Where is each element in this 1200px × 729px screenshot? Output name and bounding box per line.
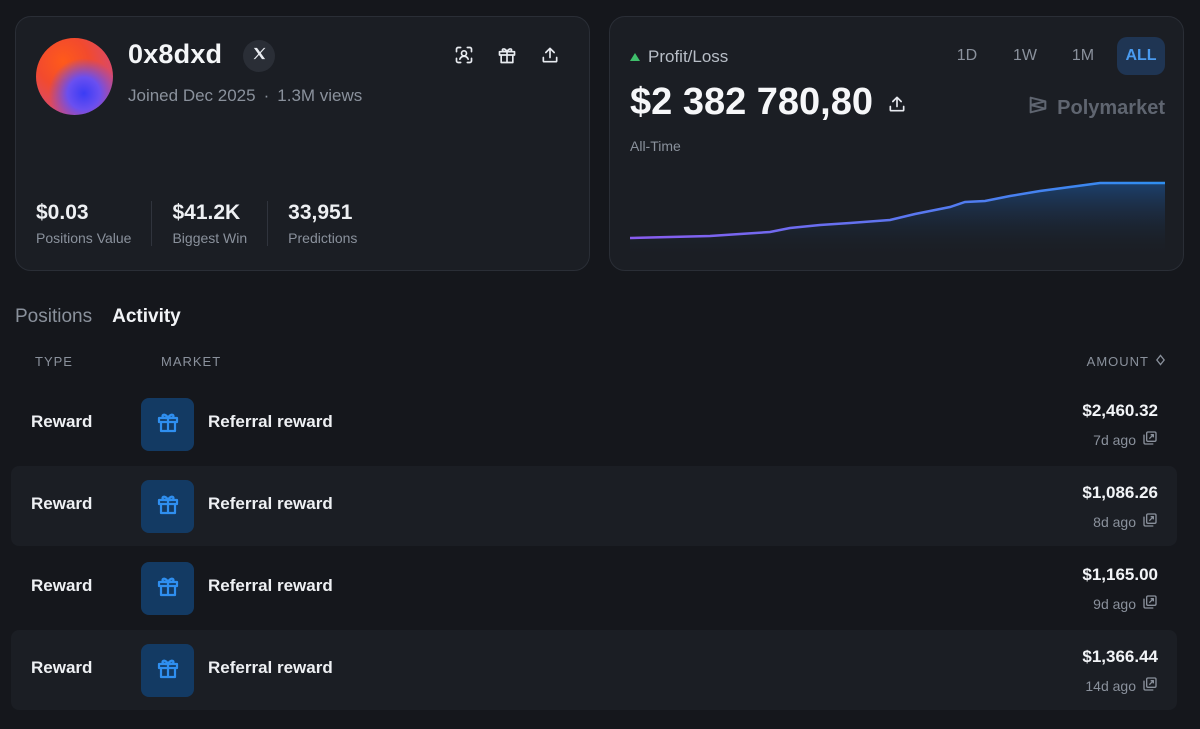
range-1m[interactable]: 1M [1071, 47, 1095, 64]
range-all[interactable]: ALL [1117, 37, 1165, 75]
row-time: 8d ago [1093, 512, 1158, 531]
pnl-title: Profit/Loss [630, 47, 728, 67]
x-logo-icon [252, 46, 267, 66]
market-thumbnail [141, 398, 194, 451]
stat-biggest-win: $41.2K Biggest Win [172, 201, 269, 246]
pnl-chart [630, 181, 1165, 259]
row-market[interactable]: Referral reward [208, 412, 333, 431]
table-row[interactable]: Reward Referral reward $1,086.26 8d ago [11, 466, 1177, 546]
avatar [36, 38, 113, 115]
row-type: Reward [31, 576, 93, 595]
range-selector: 1D 1W 1M ALL [943, 37, 1165, 75]
table-header: TYPE MARKET AMOUNT [11, 354, 1177, 374]
stat-positions-value: $0.03 Positions Value [36, 201, 153, 246]
row-amount: $1,086.26 [1082, 483, 1158, 502]
gift-icon [497, 45, 517, 70]
share-button[interactable] [538, 45, 562, 69]
pnl-title-label: Profit/Loss [648, 47, 729, 66]
share-icon [887, 81, 907, 123]
chart-area [630, 183, 1165, 259]
stat-label: Biggest Win [172, 230, 248, 246]
row-time: 14d ago [1085, 676, 1158, 695]
row-time-label: 9d ago [1093, 595, 1136, 612]
stat-label: Predictions [288, 230, 358, 246]
row-market[interactable]: Referral reward [208, 576, 333, 595]
profile-meta: Joined Dec 2025 · 1.3M views [128, 86, 362, 106]
row-market[interactable]: Referral reward [208, 658, 333, 677]
scan-button[interactable] [452, 45, 476, 69]
view-count: 1.3M views [277, 86, 363, 105]
row-time-label: 14d ago [1085, 677, 1136, 694]
gift-icon [156, 410, 180, 439]
column-type: TYPE [35, 354, 73, 369]
scan-icon [454, 45, 474, 70]
stat-predictions: 33,951 Predictions [288, 201, 377, 246]
row-time-label: 7d ago [1093, 431, 1136, 448]
tab-positions[interactable]: Positions [15, 306, 93, 327]
market-thumbnail [141, 480, 194, 533]
chart-line [630, 181, 1165, 240]
stat-value: $0.03 [36, 201, 89, 224]
column-market: MARKET [161, 354, 222, 369]
tab-activity[interactable]: Activity [112, 306, 181, 327]
pnl-card: Profit/Loss 1D 1W 1M ALL $2 382 780,80 P… [609, 16, 1184, 271]
row-type: Reward [31, 412, 93, 431]
row-time-label: 8d ago [1093, 513, 1136, 530]
external-link-icon[interactable] [1142, 676, 1158, 695]
market-thumbnail [141, 644, 194, 697]
stat-label: Positions Value [36, 230, 132, 246]
column-amount: AMOUNT [1086, 354, 1149, 369]
profile-card: 0x8dxd Joined Dec 2025 · 1.3M views [15, 16, 590, 271]
joined-date: Joined Dec 2025 [128, 86, 256, 105]
pnl-value: $2 382 780,80 [630, 81, 874, 123]
row-amount: $1,366.44 [1082, 647, 1158, 666]
username: 0x8dxd [128, 39, 223, 69]
stat-value: $41.2K [172, 201, 241, 224]
column-amount-sort[interactable]: AMOUNT [1087, 354, 1166, 369]
stat-value: 33,951 [288, 201, 353, 224]
gift-icon [156, 574, 180, 603]
profile-stats: $0.03 Positions Value $41.2K Biggest Win… [36, 201, 397, 246]
row-type: Reward [31, 494, 93, 513]
range-1w[interactable]: 1W [1013, 47, 1037, 64]
share-icon [540, 45, 560, 70]
external-link-icon[interactable] [1142, 594, 1158, 613]
brand: Polymarket [1027, 94, 1165, 122]
row-time: 9d ago [1093, 594, 1158, 613]
table-row[interactable]: Reward Referral reward $1,165.00 9d ago [11, 548, 1177, 628]
period-label: All-Time [630, 138, 681, 154]
gift-icon [156, 492, 180, 521]
tabs: Positions Activity [15, 306, 181, 328]
row-market[interactable]: Referral reward [208, 494, 333, 513]
row-time: 7d ago [1093, 430, 1158, 449]
row-type: Reward [31, 658, 93, 677]
meta-separator: · [263, 86, 270, 105]
external-link-icon[interactable] [1142, 512, 1158, 531]
trend-up-icon [630, 53, 640, 61]
table-row[interactable]: Reward Referral reward $1,366.44 14d ago [11, 630, 1177, 710]
brand-name: Polymarket [1057, 96, 1165, 119]
x-link-button[interactable] [243, 40, 275, 72]
gift-button[interactable] [495, 45, 519, 69]
gift-icon [156, 656, 180, 685]
sort-icon [1155, 354, 1166, 369]
share-pnl-button[interactable] [887, 81, 907, 124]
polymarket-logo-icon [1027, 94, 1049, 122]
range-1d[interactable]: 1D [956, 47, 978, 64]
row-amount: $2,460.32 [1082, 401, 1158, 420]
table-row[interactable]: Reward Referral reward $2,460.32 7d ago [11, 384, 1177, 464]
market-thumbnail [141, 562, 194, 615]
pnl-value-row: $2 382 780,80 [630, 81, 907, 124]
row-amount: $1,165.00 [1082, 565, 1158, 584]
external-link-icon[interactable] [1142, 430, 1158, 449]
